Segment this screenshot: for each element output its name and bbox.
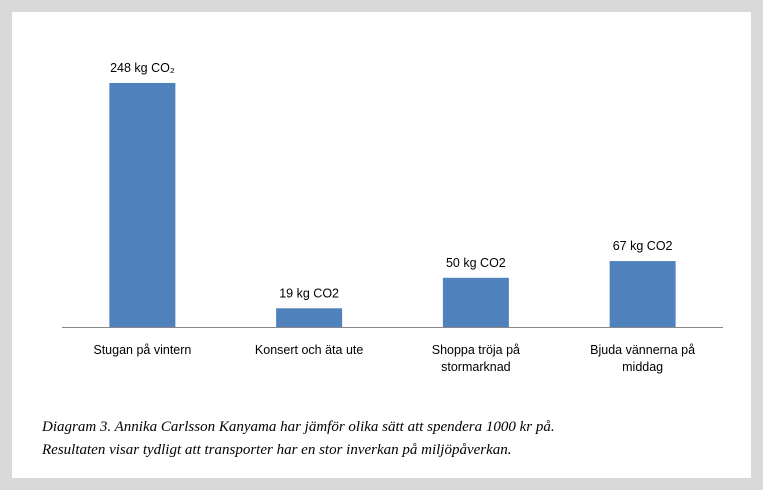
bar [442,277,509,327]
x-tick-label: Stugan på vintern [93,343,192,357]
caption: Diagram 3. Annika Carlsson Kanyama har j… [42,416,555,462]
bar [276,308,343,327]
caption-line: Resultaten visar tydligt att transporter… [42,442,512,458]
x-tick-label: Bjuda vännerna på middag [590,343,696,374]
data-label: 248 kg CO₂ [110,61,175,75]
data-label: 67 kg CO2 [613,239,673,253]
x-tick-label: Konsert och äta ute [254,343,364,357]
caption-line: Diagram 3. Annika Carlsson Kanyama har j… [42,419,555,435]
bar [109,82,176,327]
bar [609,261,676,327]
data-label: 50 kg CO2 [446,256,506,270]
x-tick-label: Shoppa tröja på stormarknad [431,343,520,374]
data-label: 19 kg CO2 [279,286,339,300]
